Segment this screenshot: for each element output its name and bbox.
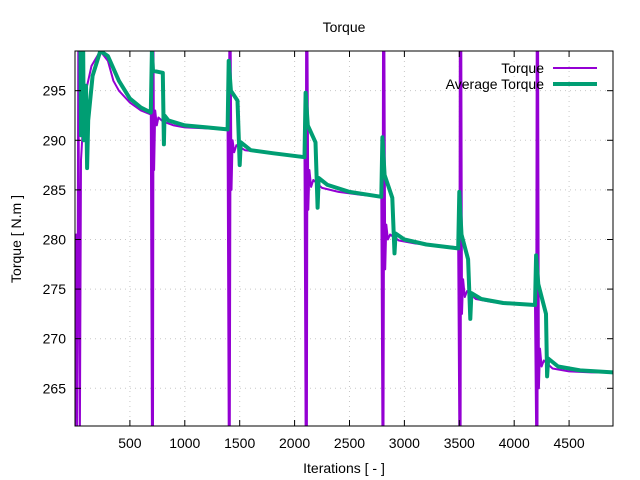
x-tick-label: 500 xyxy=(118,435,142,451)
legend-label-average-torque: Average Torque xyxy=(446,76,545,92)
x-tick-label: 1500 xyxy=(224,435,255,451)
chart-title: Torque xyxy=(323,19,366,35)
x-tick-label: 2500 xyxy=(334,435,365,451)
axis-ticks xyxy=(75,51,613,426)
torque-line xyxy=(75,51,613,426)
y-tick-label: 280 xyxy=(43,231,67,247)
x-axis-label: Iterations [ - ] xyxy=(303,460,385,476)
grid-lines xyxy=(75,51,613,426)
x-tick-label: 1000 xyxy=(169,435,200,451)
y-tick-label: 270 xyxy=(43,331,67,347)
legend: Torque Average Torque xyxy=(446,60,597,92)
y-tick-label: 285 xyxy=(43,182,67,198)
x-tick-label: 3000 xyxy=(389,435,420,451)
y-tick-label: 275 xyxy=(43,281,67,297)
y-tick-label: 290 xyxy=(43,132,67,148)
y-tick-label: 265 xyxy=(43,380,67,396)
tick-labels: 500 1000 1500 2000 2500 3000 3500 4000 4500 265 27… xyxy=(43,83,585,451)
x-tick-label: 4000 xyxy=(499,435,530,451)
y-axis-label: Torque [ N.m ] xyxy=(8,195,24,283)
series-group xyxy=(75,51,613,426)
x-tick-label: 2000 xyxy=(279,435,310,451)
x-tick-label: 4500 xyxy=(554,435,585,451)
x-tick-label: 3500 xyxy=(444,435,475,451)
average-torque-line xyxy=(78,51,613,379)
plot-frame xyxy=(74,50,614,427)
legend-label-torque: Torque xyxy=(501,60,544,76)
y-tick-label: 295 xyxy=(43,83,67,99)
